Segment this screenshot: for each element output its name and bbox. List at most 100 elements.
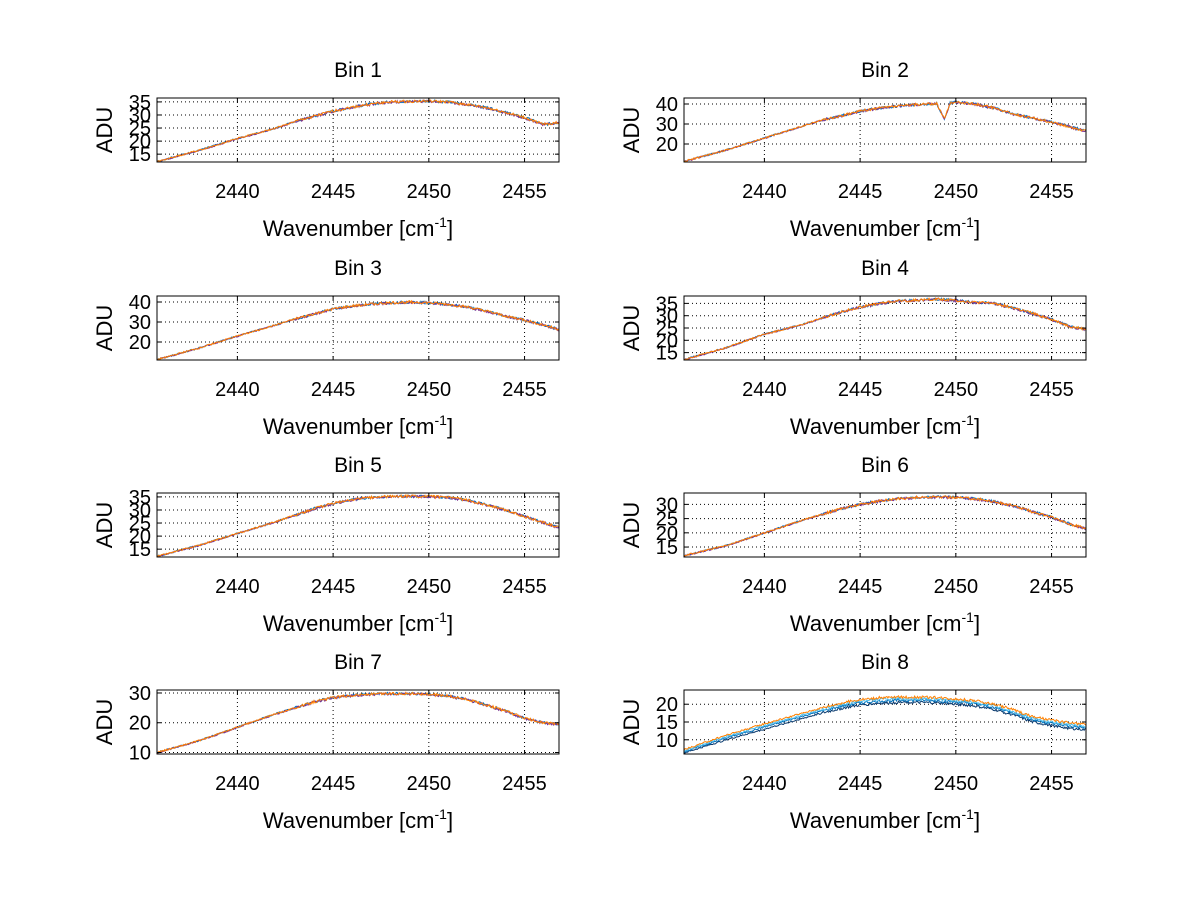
y-tick-label: 40 bbox=[129, 292, 151, 314]
x-tick-label: 2450 bbox=[407, 576, 452, 598]
y-tick-label: 35 bbox=[129, 487, 151, 509]
x-axis-label-main: Wavenumber [cm bbox=[790, 611, 962, 636]
y-tick-label: 25 bbox=[656, 509, 678, 531]
y-tick-label: 30 bbox=[656, 494, 678, 516]
x-tick-label: 2455 bbox=[1029, 181, 1074, 203]
x-axis-label: Wavenumber [cm-1] bbox=[790, 214, 980, 241]
y-tick-label: 30 bbox=[129, 683, 151, 705]
x-axis-label-close: ] bbox=[447, 216, 453, 241]
x-tick-label: 2455 bbox=[1029, 379, 1074, 401]
y-axis-label: ADU bbox=[92, 502, 117, 548]
series-line-2 bbox=[157, 300, 559, 360]
series-line-3 bbox=[684, 494, 1086, 557]
y-tick-label: 30 bbox=[656, 306, 678, 328]
x-axis-label-close: ] bbox=[974, 414, 980, 439]
plot-frame bbox=[683, 492, 1087, 558]
series-line-3 bbox=[684, 297, 1086, 360]
series-line-1 bbox=[157, 300, 559, 360]
x-axis-label: Wavenumber [cm-1] bbox=[263, 412, 453, 439]
x-axis-label-close: ] bbox=[974, 808, 980, 833]
x-tick-label: 2445 bbox=[311, 773, 356, 795]
y-tick-label: 30 bbox=[129, 500, 151, 522]
x-tick-label: 2455 bbox=[1029, 773, 1074, 795]
y-tick-label: 15 bbox=[129, 539, 151, 561]
x-axis-label-main: Wavenumber [cm bbox=[263, 611, 435, 636]
x-tick-label: 2440 bbox=[742, 773, 787, 795]
y-axis-label: ADU bbox=[619, 107, 644, 153]
x-tick-label: 2450 bbox=[934, 379, 979, 401]
x-axis-label-close: ] bbox=[974, 611, 980, 636]
x-tick-label: 2455 bbox=[502, 379, 547, 401]
chart-title: Bin 3 bbox=[334, 257, 382, 280]
y-tick-label: 15 bbox=[656, 537, 678, 559]
plot-frame bbox=[156, 295, 560, 361]
y-tick-label: 20 bbox=[129, 526, 151, 548]
x-axis-label-main: Wavenumber [cm bbox=[263, 414, 435, 439]
x-tick-label: 2450 bbox=[934, 181, 979, 203]
y-tick-label: 15 bbox=[656, 712, 678, 734]
series-line-3 bbox=[684, 100, 1086, 162]
series-line-2 bbox=[157, 691, 559, 754]
series-line-3 bbox=[157, 494, 559, 557]
y-axis-label: ADU bbox=[92, 305, 117, 351]
plot-frame bbox=[156, 689, 560, 755]
series-line-2 bbox=[157, 99, 559, 162]
plot-frame bbox=[156, 97, 560, 163]
y-tick-label: 20 bbox=[656, 134, 678, 156]
chart-title: Bin 4 bbox=[861, 257, 909, 280]
x-axis-label-exponent: -1 bbox=[435, 806, 448, 822]
chart-title: Bin 7 bbox=[334, 651, 382, 674]
x-tick-label: 2455 bbox=[502, 181, 547, 203]
series-line-3 bbox=[157, 691, 559, 754]
plot-frame bbox=[683, 97, 1087, 163]
y-tick-label: 10 bbox=[129, 743, 151, 765]
x-axis-label-main: Wavenumber [cm bbox=[790, 216, 962, 241]
series-line-1 bbox=[684, 699, 1086, 754]
y-tick-label: 20 bbox=[129, 713, 151, 735]
y-tick-label: 20 bbox=[656, 523, 678, 545]
y-tick-label: 15 bbox=[129, 144, 151, 166]
chart-title: Bin 2 bbox=[861, 59, 909, 82]
y-tick-label: 30 bbox=[656, 114, 678, 136]
y-tick-label: 25 bbox=[129, 513, 151, 535]
x-tick-label: 2440 bbox=[215, 773, 260, 795]
x-axis-label: Wavenumber [cm-1] bbox=[263, 609, 453, 636]
chart-bin-7: 2440 2445 2450 2455 10 20 30 Bin 7 Wavenumber [c… bbox=[92, 651, 560, 833]
x-tick-label: 2445 bbox=[311, 576, 356, 598]
x-axis-label: Wavenumber [cm-1] bbox=[263, 214, 453, 241]
x-tick-label: 2450 bbox=[934, 773, 979, 795]
y-tick-label: 25 bbox=[656, 318, 678, 340]
series-line-3 bbox=[157, 299, 559, 360]
y-tick-label: 30 bbox=[129, 105, 151, 127]
x-tick-label: 2440 bbox=[215, 181, 260, 203]
x-axis-label-exponent: -1 bbox=[962, 214, 975, 230]
y-tick-label: 35 bbox=[656, 293, 678, 315]
x-axis-label: Wavenumber [cm-1] bbox=[263, 806, 453, 833]
y-tick-label: 20 bbox=[656, 330, 678, 352]
series-line-2 bbox=[684, 297, 1086, 360]
y-axis-label: ADU bbox=[619, 502, 644, 548]
x-tick-label: 2450 bbox=[934, 576, 979, 598]
y-tick-label: 20 bbox=[656, 694, 678, 716]
y-tick-label: 15 bbox=[656, 343, 678, 365]
y-axis-label: ADU bbox=[92, 699, 117, 745]
y-tick-label: 20 bbox=[129, 332, 151, 354]
chart-title: Bin 5 bbox=[334, 454, 382, 477]
x-tick-label: 2440 bbox=[215, 576, 260, 598]
y-axis-label: ADU bbox=[92, 107, 117, 153]
chart-title: Bin 8 bbox=[861, 651, 909, 674]
x-axis-label-close: ] bbox=[447, 808, 453, 833]
x-axis-label-exponent: -1 bbox=[962, 412, 975, 428]
chart-title: Bin 6 bbox=[861, 454, 909, 477]
x-axis-label-close: ] bbox=[447, 611, 453, 636]
x-tick-label: 2440 bbox=[742, 576, 787, 598]
x-tick-label: 2445 bbox=[838, 379, 883, 401]
series-line-3 bbox=[157, 99, 559, 162]
y-axis-label: ADU bbox=[619, 699, 644, 745]
series-line-3 bbox=[684, 696, 1086, 752]
